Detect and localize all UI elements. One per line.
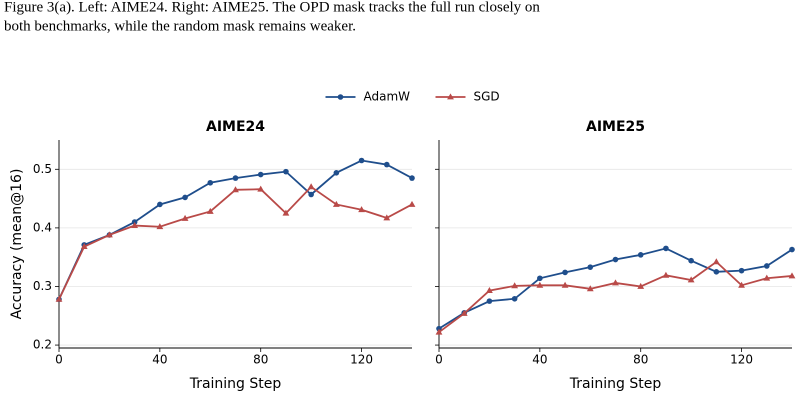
x-tick-label: 40 bbox=[532, 353, 547, 367]
chart-title: AIME25 bbox=[586, 119, 645, 135]
line bbox=[58, 159, 413, 300]
chart-title: AIME24 bbox=[206, 119, 265, 135]
marker bbox=[207, 179, 214, 186]
marker bbox=[358, 157, 365, 164]
y-tick-label: 0.5 bbox=[33, 162, 52, 176]
marker bbox=[383, 161, 390, 168]
marker bbox=[383, 214, 391, 221]
marker bbox=[561, 281, 569, 288]
marker bbox=[131, 221, 139, 228]
marker bbox=[333, 170, 340, 176]
marker bbox=[157, 201, 163, 208]
y-tick-label: 0.4 bbox=[33, 220, 52, 234]
marker bbox=[486, 298, 493, 304]
marker bbox=[537, 275, 543, 282]
marker bbox=[789, 246, 795, 253]
marker bbox=[763, 263, 770, 269]
y-tick-label: 0.2 bbox=[33, 338, 52, 352]
marker bbox=[712, 258, 720, 265]
marker bbox=[282, 209, 290, 216]
marker bbox=[55, 295, 63, 302]
marker bbox=[106, 231, 113, 238]
marker bbox=[435, 328, 443, 335]
marker bbox=[283, 168, 289, 175]
legend-label: AdamW bbox=[364, 90, 411, 104]
marker bbox=[788, 272, 796, 279]
marker bbox=[637, 252, 644, 258]
caption-line: both benchmarks, while the random mask r… bbox=[4, 18, 356, 34]
marker bbox=[763, 274, 771, 281]
marker bbox=[447, 93, 454, 100]
marker bbox=[738, 281, 745, 288]
marker bbox=[156, 223, 164, 230]
marker bbox=[206, 207, 214, 214]
marker bbox=[612, 256, 619, 263]
marker bbox=[612, 279, 619, 286]
marker bbox=[358, 206, 365, 213]
marker bbox=[713, 269, 720, 275]
marker bbox=[332, 200, 340, 207]
marker bbox=[408, 200, 416, 207]
x-tick-label: 80 bbox=[633, 353, 648, 367]
marker bbox=[662, 271, 670, 278]
marker bbox=[232, 186, 239, 193]
marker bbox=[308, 191, 314, 198]
caption-line: Figure 3(a). Left: AIME24. Right: AIME25… bbox=[4, 0, 540, 15]
marker bbox=[409, 175, 415, 181]
marker bbox=[486, 286, 493, 293]
marker bbox=[738, 267, 745, 274]
legend-label: SGD bbox=[474, 90, 500, 104]
line bbox=[58, 185, 413, 300]
line bbox=[438, 260, 793, 333]
marker bbox=[586, 285, 594, 292]
x-axis-label: Training Step bbox=[189, 376, 282, 392]
x-axis-label: Training Step bbox=[569, 376, 662, 392]
marker bbox=[637, 282, 645, 289]
x-tick-label: 80 bbox=[253, 353, 268, 367]
x-tick-label: 40 bbox=[152, 353, 167, 367]
marker bbox=[536, 281, 544, 288]
y-tick-label: 0.3 bbox=[33, 279, 52, 293]
x-tick-label: 0 bbox=[435, 353, 443, 367]
x-tick-label: 120 bbox=[730, 353, 753, 367]
y-axis-label: Accuracy (mean@16) bbox=[9, 169, 25, 320]
marker bbox=[181, 214, 189, 221]
marker bbox=[257, 171, 264, 178]
marker bbox=[232, 175, 239, 181]
marker bbox=[562, 269, 568, 276]
marker bbox=[511, 282, 519, 289]
marker bbox=[511, 295, 518, 302]
marker bbox=[663, 245, 669, 252]
marker bbox=[688, 257, 694, 264]
marker bbox=[307, 183, 315, 190]
marker bbox=[587, 264, 594, 270]
x-tick-label: 120 bbox=[350, 353, 373, 367]
x-tick-label: 0 bbox=[55, 353, 63, 367]
marker bbox=[257, 185, 265, 192]
marker bbox=[80, 243, 88, 250]
marker bbox=[182, 194, 188, 201]
marker bbox=[460, 309, 468, 316]
marker bbox=[687, 276, 695, 283]
marker bbox=[337, 94, 344, 100]
